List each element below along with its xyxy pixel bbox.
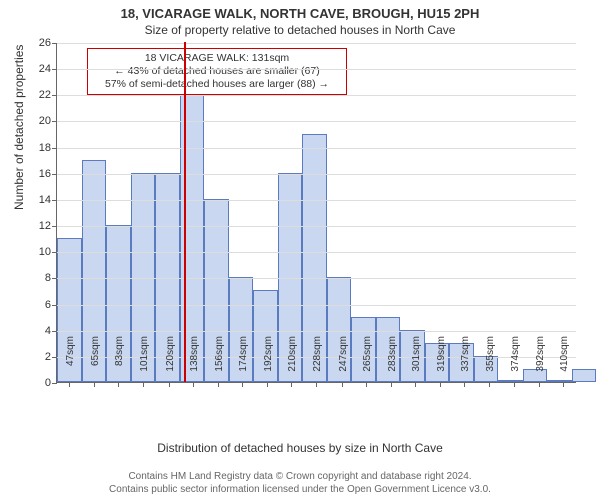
y-gridline — [57, 69, 576, 70]
y-gridline — [57, 331, 576, 332]
y-tick-label: 0 — [45, 377, 57, 389]
x-tick-label: 228sqm — [312, 336, 323, 386]
x-tick-label: 392sqm — [535, 336, 546, 386]
y-gridline — [57, 278, 576, 279]
chart-area: 18 VICARAGE WALK: 131sqm← 43% of detache… — [56, 43, 576, 383]
y-tick-label: 22 — [39, 89, 57, 101]
annotation-line: ← 43% of detached houses are smaller (67… — [94, 65, 340, 78]
y-gridline — [57, 252, 576, 253]
x-tick-label: 265sqm — [362, 336, 373, 386]
x-tick-label: 301sqm — [411, 336, 422, 386]
y-gridline — [57, 174, 576, 175]
x-tick-label: 410sqm — [559, 336, 570, 386]
y-tick-label: 14 — [39, 194, 57, 206]
x-tick-label: 210sqm — [287, 336, 298, 386]
y-gridline — [57, 43, 576, 44]
y-gridline — [57, 226, 576, 227]
histogram-bar — [572, 369, 597, 382]
footer-attribution: Contains HM Land Registry data © Crown c… — [0, 471, 600, 496]
x-tick-label: 47sqm — [65, 336, 76, 386]
y-gridline — [57, 200, 576, 201]
y-tick-label: 20 — [39, 115, 57, 127]
x-tick-label: 337sqm — [460, 336, 471, 386]
y-tick-label: 10 — [39, 246, 57, 258]
x-tick-label: 138sqm — [189, 336, 200, 386]
annotation-line: 18 VICARAGE WALK: 131sqm — [94, 52, 340, 65]
footer-line-1: Contains HM Land Registry data © Crown c… — [0, 471, 600, 484]
y-tick-label: 8 — [45, 272, 57, 284]
annotation-line: 57% of semi-detached houses are larger (… — [94, 78, 340, 91]
y-tick-label: 4 — [45, 325, 57, 337]
x-tick-label: 156sqm — [214, 336, 225, 386]
x-tick-label: 355sqm — [485, 336, 496, 386]
y-tick-label: 16 — [39, 168, 57, 180]
x-tick-label: 101sqm — [139, 336, 150, 386]
y-tick-label: 24 — [39, 63, 57, 75]
y-gridline — [57, 121, 576, 122]
plot-area: 18 VICARAGE WALK: 131sqm← 43% of detache… — [56, 43, 576, 383]
y-tick-label: 2 — [45, 351, 57, 363]
y-tick-label: 26 — [39, 37, 57, 49]
annotation-box: 18 VICARAGE WALK: 131sqm← 43% of detache… — [87, 48, 347, 95]
x-tick-label: 247sqm — [338, 336, 349, 386]
footer-line-2: Contains public sector information licen… — [0, 484, 600, 497]
x-tick-label: 192sqm — [263, 336, 274, 386]
y-tick-label: 6 — [45, 299, 57, 311]
x-axis-title: Distribution of detached houses by size … — [0, 441, 600, 455]
x-tick-label: 174sqm — [238, 336, 249, 386]
x-tick-label: 374sqm — [510, 336, 521, 386]
x-tick-label: 120sqm — [165, 336, 176, 386]
x-tick-label: 283sqm — [387, 336, 398, 386]
y-gridline — [57, 148, 576, 149]
chart-title: 18, VICARAGE WALK, NORTH CAVE, BROUGH, H… — [0, 6, 600, 21]
x-tick-label: 65sqm — [90, 336, 101, 386]
chart-subtitle: Size of property relative to detached ho… — [0, 23, 600, 37]
y-tick-label: 12 — [39, 220, 57, 232]
y-axis-title: Number of detached properties — [12, 45, 26, 210]
x-tick-label: 319sqm — [436, 336, 447, 386]
y-gridline — [57, 305, 576, 306]
y-gridline — [57, 95, 576, 96]
x-tick-label: 83sqm — [114, 336, 125, 386]
y-tick-label: 18 — [39, 142, 57, 154]
reference-line — [184, 42, 186, 382]
